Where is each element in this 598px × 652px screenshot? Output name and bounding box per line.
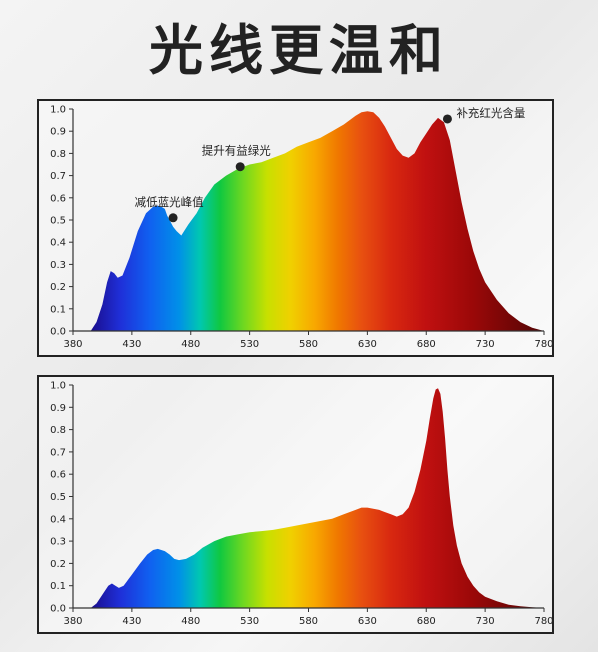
x-tick-label: 530 bbox=[240, 339, 259, 350]
y-tick-label: 0.8 bbox=[50, 149, 66, 160]
x-tick-label: 380 bbox=[63, 616, 82, 627]
page-title: 光线更温和 bbox=[149, 19, 449, 82]
y-tick-label: 0.4 bbox=[50, 238, 66, 249]
spectrum-chart-top: 0.0 0.1 0.2 0.3 0.4 0.5 0.6 0.7 0.8 0.9 1.0 380 430 4… bbox=[37, 99, 554, 357]
y-tick-label: 0.2 bbox=[50, 282, 66, 293]
y-tick-label: 0.7 bbox=[50, 171, 66, 182]
y-tick-label: 0.1 bbox=[50, 581, 66, 592]
x-tick-label: 730 bbox=[476, 616, 495, 627]
y-tick-label: 0.5 bbox=[50, 216, 66, 227]
x-tick-label: 730 bbox=[476, 339, 495, 350]
annotation-marker bbox=[442, 114, 452, 124]
x-tick-label: 630 bbox=[358, 616, 377, 627]
y-tick-label: 0.0 bbox=[50, 327, 66, 338]
y-tick-label: 0.4 bbox=[50, 514, 66, 525]
x-tick-label: 680 bbox=[417, 616, 436, 627]
y-tick-label: 0.6 bbox=[50, 193, 66, 204]
y-tick-label: 0.1 bbox=[50, 304, 66, 315]
y-tick-label: 0.7 bbox=[50, 447, 66, 458]
x-tick-label: 780 bbox=[534, 616, 552, 627]
y-tick-label: 0.2 bbox=[50, 559, 66, 570]
x-tick-label: 780 bbox=[534, 339, 552, 350]
x-tick-label: 430 bbox=[122, 339, 141, 350]
x-tick-label: 430 bbox=[122, 616, 141, 627]
x-tick-label: 380 bbox=[63, 339, 82, 350]
x-tick-label: 480 bbox=[181, 616, 200, 627]
y-tick-label: 1.0 bbox=[50, 105, 66, 116]
y-tick-label: 0.9 bbox=[50, 403, 66, 414]
annotation-label: 减低蓝光峰值 bbox=[135, 195, 204, 209]
spectrum-area bbox=[90, 111, 544, 331]
annotation-marker bbox=[235, 162, 245, 172]
y-tick-label: 0.5 bbox=[50, 492, 66, 503]
x-tick-label: 480 bbox=[181, 339, 200, 350]
y-tick-label: 0.3 bbox=[50, 260, 66, 271]
annotation-marker bbox=[168, 213, 178, 223]
spectrum-chart-bottom: 0.0 0.1 0.2 0.3 0.4 0.5 0.6 0.7 0.8 0.9 1.0 380 430 4… bbox=[37, 375, 554, 634]
annotation-label: 提升有益绿光 bbox=[202, 144, 271, 158]
x-tick-label: 580 bbox=[299, 616, 318, 627]
y-tick-label: 0.6 bbox=[50, 470, 66, 481]
x-tick-label: 680 bbox=[417, 339, 436, 350]
y-tick-label: 0.9 bbox=[50, 127, 66, 138]
spectrum-area bbox=[90, 388, 544, 608]
spectrum-chart-bottom-svg: 0.0 0.1 0.2 0.3 0.4 0.5 0.6 0.7 0.8 0.9 1.0 380 430 4… bbox=[50, 381, 552, 628]
y-tick-label: 0.0 bbox=[50, 604, 66, 615]
spectrum-chart-top-svg: 0.0 0.1 0.2 0.3 0.4 0.5 0.6 0.7 0.8 0.9 1.0 380 430 4… bbox=[50, 105, 552, 351]
x-tick-label: 580 bbox=[299, 339, 318, 350]
y-tick-label: 0.3 bbox=[50, 537, 66, 548]
x-tick-label: 530 bbox=[240, 616, 259, 627]
annotation-label: 补充红光含量 bbox=[456, 106, 525, 120]
y-tick-label: 0.8 bbox=[50, 425, 66, 436]
y-tick-label: 1.0 bbox=[50, 381, 66, 392]
x-tick-label: 630 bbox=[358, 339, 377, 350]
